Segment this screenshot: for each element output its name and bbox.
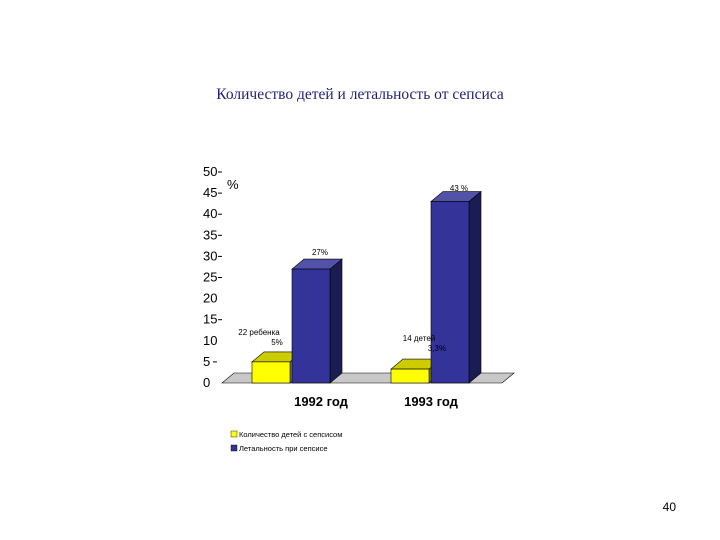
legend-item: Летальность при сепсисе bbox=[230, 444, 328, 453]
y-tick-label: 5 bbox=[203, 354, 210, 369]
bar-lethality-1 bbox=[291, 258, 343, 384]
y-tick-label: 30 bbox=[203, 248, 217, 263]
legend-swatch bbox=[230, 444, 238, 452]
data-label: 14 детей 3,3% bbox=[403, 334, 446, 353]
legend: Количество детей с сепсисом Летальность п… bbox=[230, 430, 342, 453]
y-tick-label: 20 bbox=[203, 291, 217, 306]
y-tick-label: 50 bbox=[203, 164, 217, 179]
y-tick-label: 35 bbox=[203, 227, 217, 242]
page-number: 40 bbox=[662, 500, 676, 514]
data-label: 27% bbox=[312, 248, 328, 257]
legend-swatch bbox=[230, 430, 238, 438]
legend-label: Летальность при сепсисе bbox=[239, 444, 328, 453]
legend-label: Количество детей с сепсисом bbox=[239, 430, 342, 439]
x-axis: 1992 год 1993 год bbox=[294, 394, 459, 409]
legend-item: Количество детей с сепсисом bbox=[230, 430, 342, 439]
x-category-label: 1993 год bbox=[404, 394, 459, 409]
slide-title: Количество детей и летальность от сепсис… bbox=[216, 86, 504, 103]
y-tick-label: 0 bbox=[203, 375, 210, 390]
y-tick-label: 10 bbox=[203, 333, 217, 348]
y-tick-label: 45 bbox=[203, 185, 217, 200]
y-axis: 0 5 10 15 20 25 30 35 40 45 50 bbox=[203, 164, 222, 390]
data-label: 43 % bbox=[450, 184, 468, 193]
data-label: 22 ребенка 5% bbox=[238, 328, 282, 347]
y-tick-label: 15 bbox=[203, 312, 217, 327]
x-category-label: 1992 год bbox=[294, 394, 349, 409]
chart-bars bbox=[251, 190, 482, 384]
y-tick-label: 40 bbox=[203, 206, 217, 221]
bar-lethality-2 bbox=[430, 190, 482, 384]
data-labels: 22 ребенка 5% 14 детей 3,3% 27% 43 % bbox=[238, 184, 468, 353]
y-tick-label: 25 bbox=[203, 270, 217, 285]
y-axis-label: % bbox=[227, 177, 239, 192]
